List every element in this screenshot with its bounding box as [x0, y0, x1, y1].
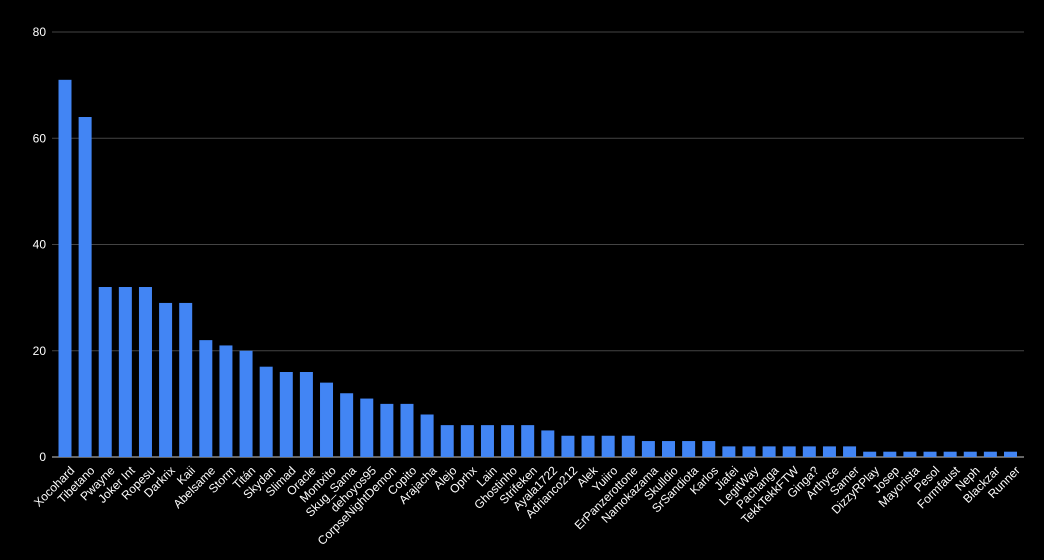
y-tick-label: 20	[33, 344, 47, 358]
bar	[782, 446, 796, 458]
y-tick-label: 0	[39, 450, 46, 464]
bar	[983, 451, 997, 457]
y-tick-label: 40	[33, 238, 47, 252]
bar	[360, 398, 374, 457]
bar	[98, 287, 112, 457]
bar	[742, 446, 756, 458]
bar	[641, 441, 655, 457]
y-tick-label: 60	[33, 131, 47, 145]
bar	[179, 302, 193, 457]
y-axis-tick-labels: 0 20 40 60 80	[33, 25, 47, 464]
bar	[843, 446, 857, 458]
bar	[440, 425, 454, 458]
bar	[682, 441, 696, 457]
bar	[963, 451, 977, 457]
bar	[883, 451, 897, 457]
bar	[943, 451, 957, 457]
bar	[320, 382, 334, 458]
bar	[279, 372, 293, 457]
bar	[259, 366, 273, 457]
bar	[340, 393, 354, 457]
bar	[219, 345, 233, 457]
bars	[58, 79, 1017, 458]
bar	[722, 446, 736, 458]
bar	[802, 446, 816, 458]
bar	[561, 435, 575, 457]
bar	[58, 79, 72, 457]
bar	[601, 435, 615, 457]
y-tick-label: 80	[33, 25, 47, 39]
bar	[1004, 451, 1017, 457]
bar	[239, 350, 253, 457]
bar	[400, 403, 414, 458]
bar	[822, 446, 836, 458]
bar	[480, 425, 494, 458]
bar	[78, 117, 92, 457]
bar	[521, 425, 535, 458]
bar	[420, 414, 434, 457]
bar	[501, 425, 515, 458]
bar	[762, 446, 776, 458]
bar	[581, 435, 595, 457]
bar	[863, 451, 877, 457]
bar	[903, 451, 917, 457]
bar	[460, 425, 474, 458]
bar	[702, 441, 716, 457]
bar	[138, 287, 152, 457]
bar	[159, 302, 173, 457]
bar	[199, 340, 213, 458]
bar	[541, 430, 555, 457]
bar	[380, 403, 394, 458]
bar	[118, 287, 132, 457]
bar	[662, 441, 676, 457]
bar	[923, 451, 937, 457]
gridlines	[52, 31, 1024, 458]
bar	[299, 372, 313, 457]
bar	[621, 435, 635, 457]
